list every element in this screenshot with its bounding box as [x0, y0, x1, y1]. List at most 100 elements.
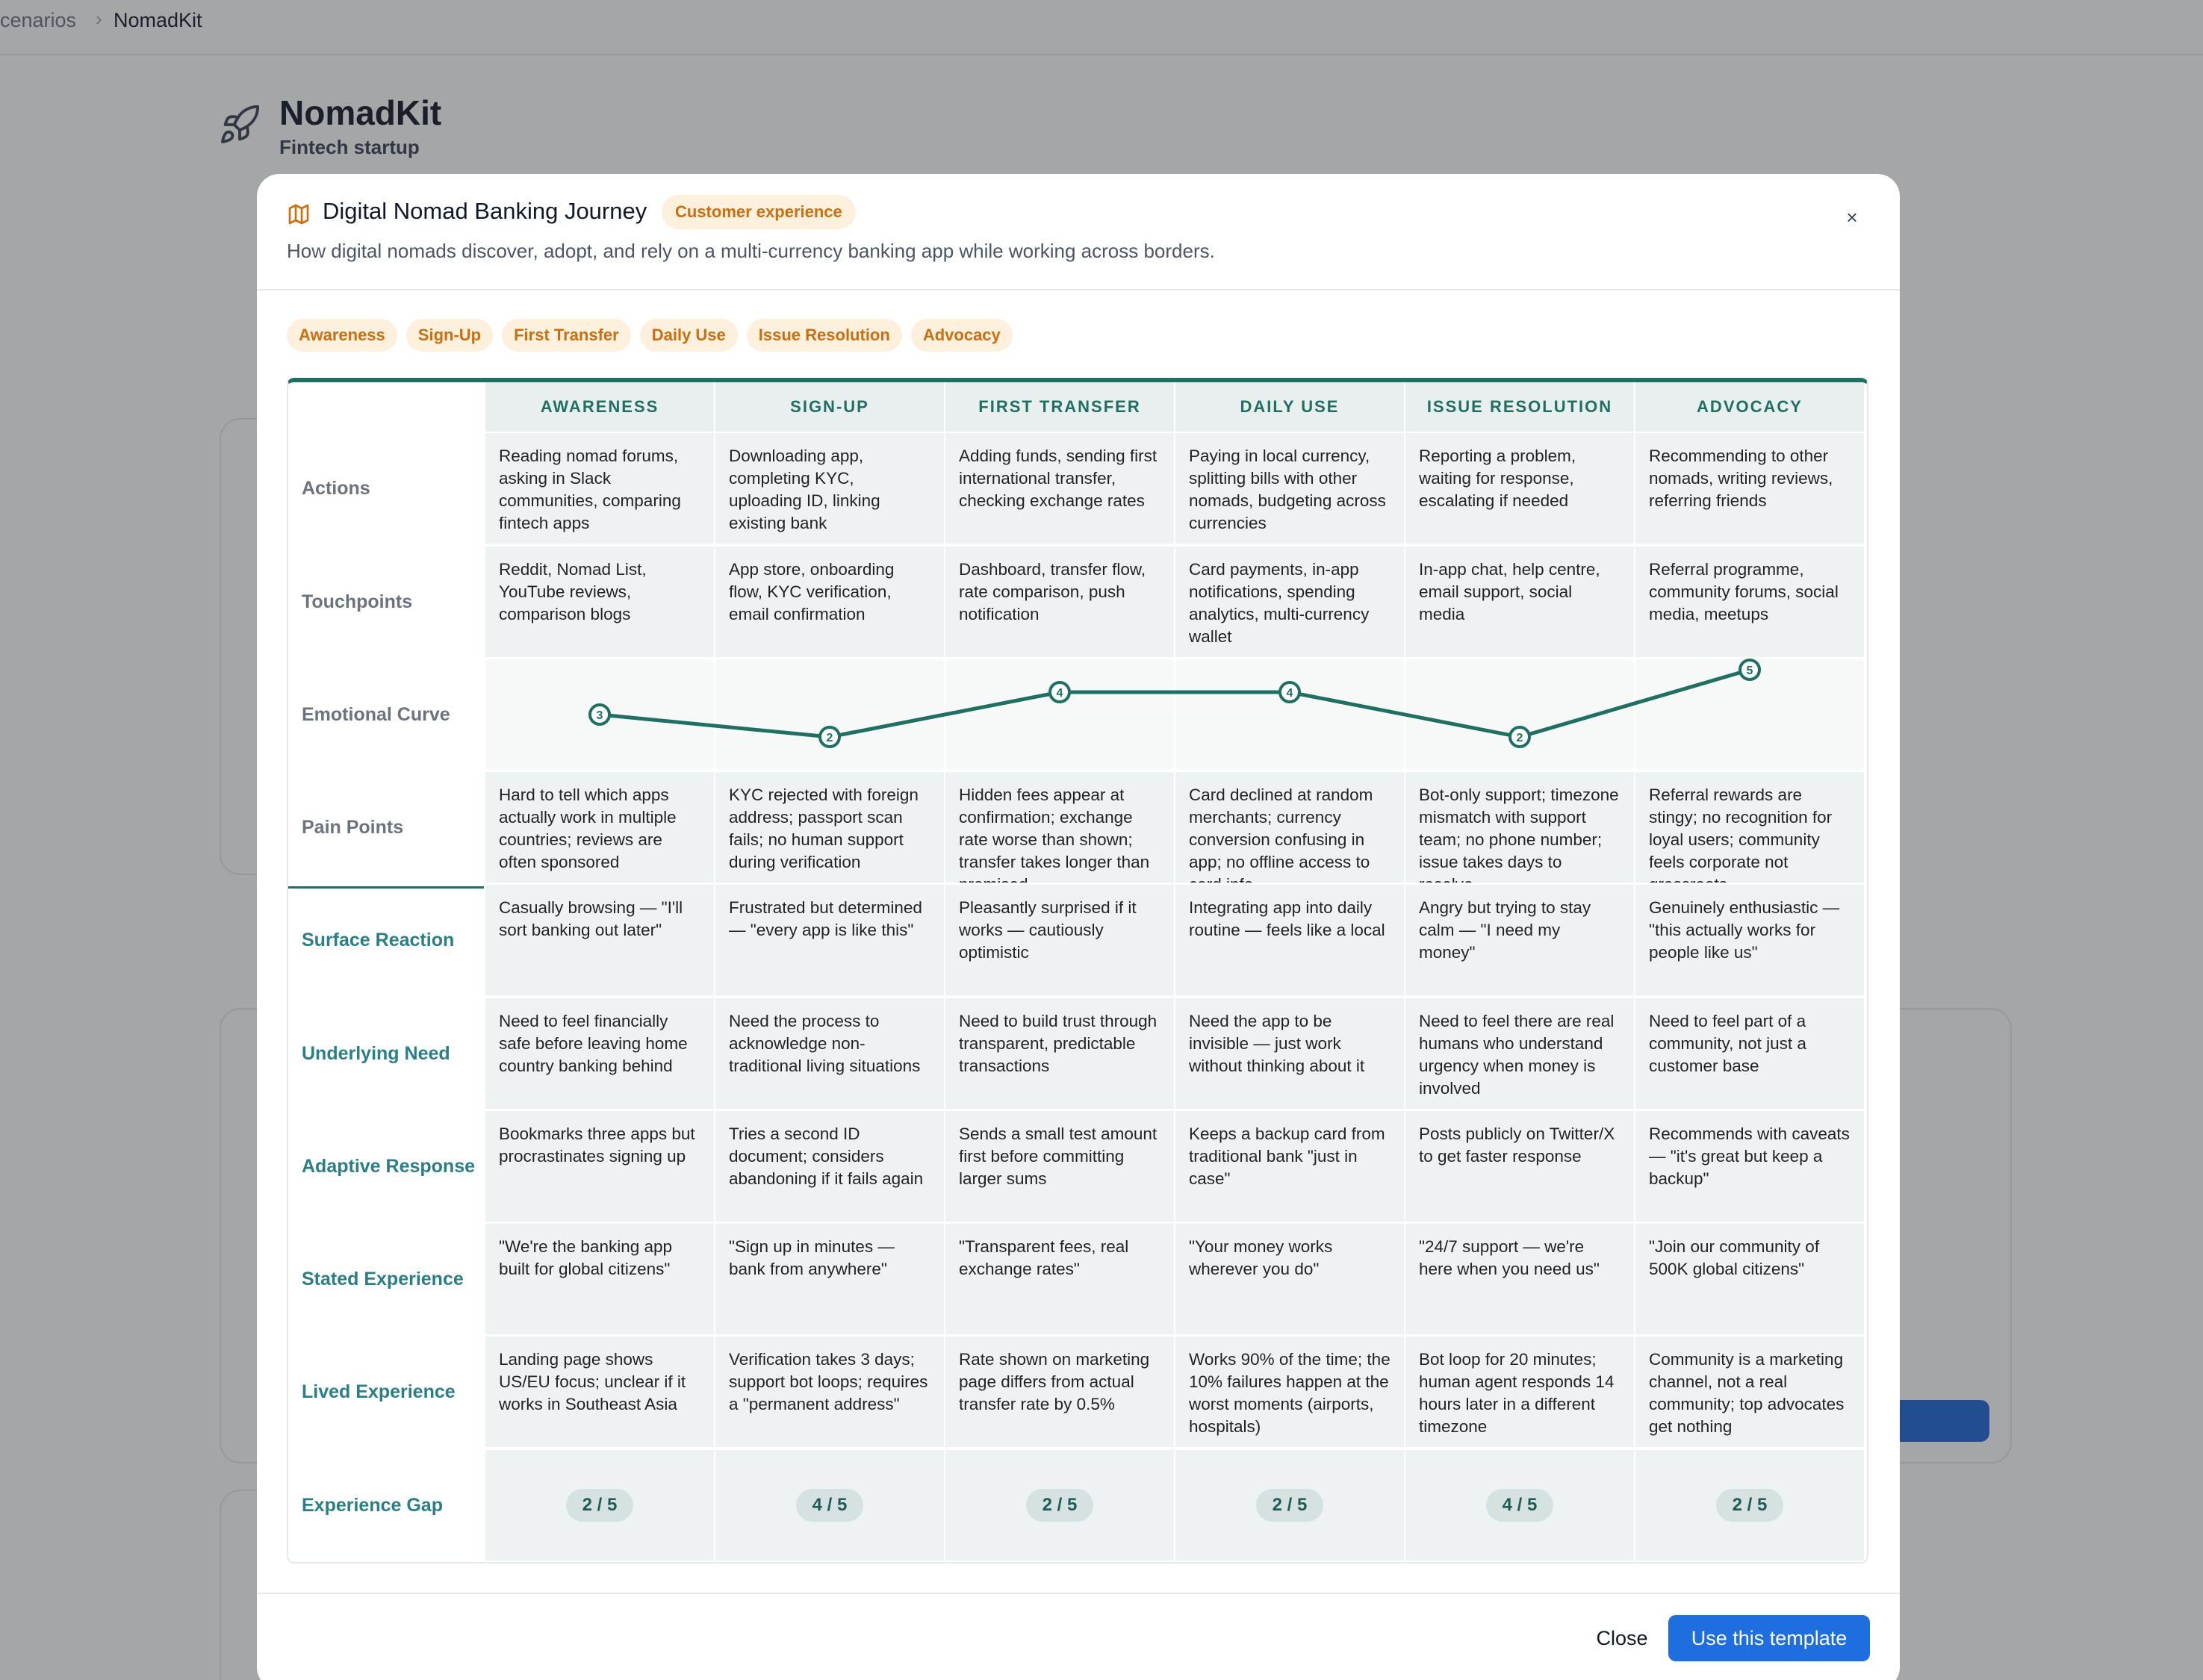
gap-score-pill: 4 / 5 [1485, 1489, 1554, 1522]
gap-score-pill: 2 / 5 [1255, 1489, 1324, 1522]
journey-cell: Need to feel part of a community, not ju… [1635, 998, 1864, 1109]
journey-cell: "Your money works wherever you do" [1175, 1224, 1404, 1334]
row-label: Emotional Curve [302, 703, 450, 725]
journey-cell: Rate shown on marketing page differs fro… [945, 1337, 1174, 1447]
row-label: Adaptive Response [302, 1155, 476, 1177]
emotional-curve-chart: 3 2 4 4 2 5 [588, 659, 1761, 748]
journey-cell: Paying in local currency, splitting bill… [1175, 433, 1404, 544]
page-subtitle: Fintech startup [279, 136, 420, 158]
journey-cell: Referral programme, community forums, so… [1635, 547, 1864, 657]
close-icon[interactable]: × [1846, 206, 1858, 228]
emotion-point-marker [588, 703, 611, 726]
stage-chip-list: Awareness Sign-Up First Transfer Daily U… [287, 319, 1013, 352]
section-divider [288, 886, 484, 889]
journey-cell: Card declined at random merchants; curre… [1175, 772, 1404, 883]
breadcrumb: cenarios › NomadKit [0, 0, 2203, 55]
journey-cell: Dashboard, transfer flow, rate compariso… [945, 547, 1174, 657]
journey-cell: Reading nomad forums, asking in Slack co… [485, 433, 714, 544]
emotion-point-label: 4 [1057, 687, 1063, 700]
page-title: NomadKit [279, 93, 442, 132]
row-label: Surface Reaction [302, 929, 455, 951]
journey-cell: "Transparent fees, real exchange rates" [945, 1224, 1174, 1334]
emotion-point-marker [1508, 726, 1531, 748]
journey-cell: Genuinely enthusiastic — "this actually … [1635, 885, 1864, 995]
journey-cell: Pleasantly surprised if it works — cauti… [945, 885, 1174, 995]
journey-cell: Integrating app into daily routine — fee… [1175, 885, 1404, 995]
emotion-point-label: 5 [1747, 665, 1753, 677]
gap-score-pill: 2 / 5 [565, 1489, 634, 1522]
journey-cell: Angry but trying to stay calm — "I need … [1405, 885, 1634, 995]
journey-cell: Landing page shows US/EU focus; unclear … [485, 1337, 714, 1447]
modal-header: Digital Nomad Banking Journey Customer e… [257, 174, 1900, 290]
emotion-point-label: 2 [827, 732, 833, 744]
journey-cell: "Sign up in minutes — bank from anywhere… [715, 1224, 944, 1334]
journey-cell: Verification takes 3 days; support bot l… [715, 1337, 944, 1447]
experience-gap-cell: 2 / 5 [1175, 1450, 1404, 1561]
journey-cell: Need to build trust through transparent,… [945, 998, 1174, 1109]
breadcrumb-current: NomadKit [114, 9, 202, 31]
experience-gap-cell: 2 / 5 [1635, 1450, 1864, 1561]
journey-cell: Bookmarks three apps but procrastinates … [485, 1111, 714, 1222]
emotion-point: 2 [818, 726, 841, 748]
emotion-cell [715, 659, 944, 770]
emotion-point: 5 [1739, 659, 1761, 681]
emotion-point: 3 [588, 703, 611, 726]
emotion-point: 4 [1048, 681, 1071, 703]
stage-chip: Daily Use [639, 319, 738, 352]
journey-cell: Recommends with caveats — "it's great bu… [1635, 1111, 1864, 1222]
journey-cell: Posts publicly on Twitter/X to get faste… [1405, 1111, 1634, 1222]
emotion-cell [945, 659, 1174, 770]
journey-cell: Hidden fees appear at confirmation; exch… [945, 772, 1174, 883]
experience-gap-cell: 2 / 5 [485, 1450, 714, 1561]
experience-gap-cell: 4 / 5 [1405, 1450, 1634, 1561]
stage-column-header: DAILY USE [1175, 382, 1404, 432]
journey-cell: Tries a second ID document; considers ab… [715, 1111, 944, 1222]
emotion-point-label: 4 [1287, 687, 1293, 700]
journey-cell: Sends a small test amount first before c… [945, 1111, 1174, 1222]
journey-cell: Hard to tell which apps actually work in… [485, 772, 714, 883]
template-preview-modal: Digital Nomad Banking Journey Customer e… [257, 174, 1900, 1680]
close-button[interactable]: Close [1596, 1627, 1648, 1649]
stage-chip: Advocacy [910, 319, 1013, 352]
row-label: Pain Points [302, 816, 404, 838]
background-template-button [1882, 1400, 1989, 1442]
journey-cell: Need the process to acknowledge non-trad… [715, 998, 944, 1109]
journey-cell: "24/7 support — we're here when you need… [1405, 1224, 1634, 1334]
gap-score-pill: 2 / 5 [1715, 1489, 1784, 1522]
journey-cell: "We're the banking app built for global … [485, 1224, 714, 1334]
experience-gap-cell: 2 / 5 [945, 1450, 1174, 1561]
journey-map-grid: AWARENESS SIGN-UP FIRST TRANSFER DAILY USE I… [287, 378, 1868, 1564]
stage-column-header: FIRST TRANSFER [945, 382, 1174, 432]
breadcrumb-parent[interactable]: cenarios [0, 9, 77, 31]
modal-description: How digital nomads discover, adopt, and … [287, 240, 1215, 262]
emotion-point-label: 3 [597, 709, 603, 722]
journey-cell: Need the app to be invisible — just work… [1175, 998, 1404, 1109]
stage-chip: Awareness [287, 319, 397, 352]
journey-cell: Adding funds, sending first internationa… [945, 433, 1174, 544]
journey-cell: Frustrated but determined — "every app i… [715, 885, 944, 995]
row-label: Underlying Need [302, 1042, 450, 1064]
row-label: Stated Experience [302, 1268, 464, 1289]
stage-column-header: ISSUE RESOLUTION [1405, 382, 1634, 432]
gap-score-pill: 2 / 5 [1025, 1489, 1094, 1522]
journey-cell: Need to feel financially safe before lea… [485, 998, 714, 1109]
emotion-point-marker [1048, 681, 1071, 703]
row-label: Touchpoints [302, 591, 413, 612]
emotion-point: 2 [1508, 726, 1531, 748]
journey-cell: Recommending to other nomads, writing re… [1635, 433, 1864, 544]
stage-chip: Issue Resolution [746, 319, 902, 352]
journey-cell: Bot loop for 20 minutes; human agent res… [1405, 1337, 1634, 1447]
map-icon [288, 204, 309, 225]
journey-cell: Reporting a problem, waiting for respons… [1405, 433, 1634, 544]
journey-cell: Keeps a backup card from traditional ban… [1175, 1111, 1404, 1222]
use-template-button[interactable]: Use this template [1668, 1615, 1870, 1661]
journey-cell: App store, onboarding flow, KYC verifica… [715, 547, 944, 657]
gap-score-pill: 4 / 5 [795, 1489, 864, 1522]
stage-column-header: AWARENESS [485, 382, 714, 432]
journey-cell: In-app chat, help centre, email support,… [1405, 547, 1634, 657]
journey-cell: KYC rejected with foreign address; passp… [715, 772, 944, 883]
stage-chip: Sign-Up [406, 319, 494, 352]
stage-chip: First Transfer [502, 319, 631, 352]
journey-cell: Works 90% of the time; the 10% failures … [1175, 1337, 1404, 1447]
journey-cell: Bot-only support; timezone mismatch with… [1405, 772, 1634, 883]
